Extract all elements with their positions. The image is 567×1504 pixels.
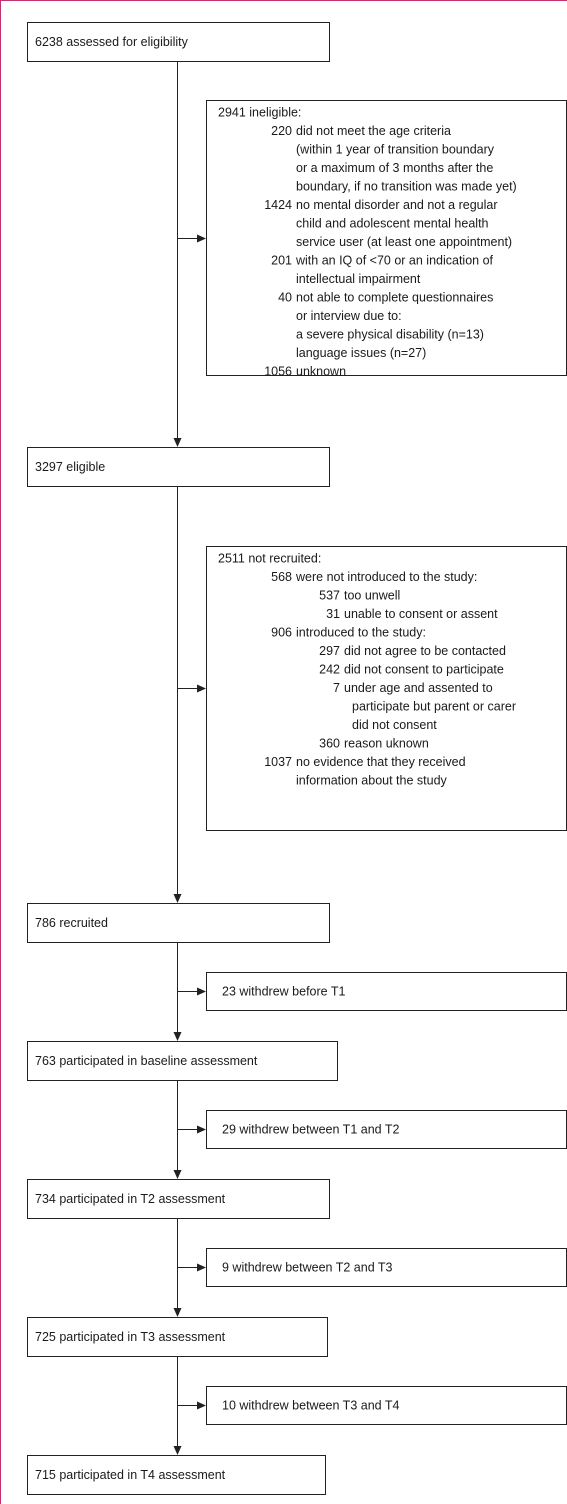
step-label: 715 participated in T4 assessment <box>35 1468 226 1482</box>
arrow-head <box>197 1401 206 1410</box>
item-text: intellectual impairment <box>296 272 421 286</box>
step-box <box>27 22 330 62</box>
item-text: or a maximum of 3 months after the <box>296 161 493 175</box>
item-number: 537 <box>319 588 340 602</box>
exclusion-box <box>206 972 567 1011</box>
item-text: boundary, if no transition was made yet) <box>296 179 517 193</box>
exclusion-label: 10 withdrew between T3 and T4 <box>222 1398 399 1412</box>
item-text: no evidence that they received <box>296 755 466 769</box>
step-label: 6238 assessed for eligibility <box>35 35 189 49</box>
exclusion-box <box>206 1110 567 1149</box>
item-text: did not agree to be contacted <box>344 644 506 658</box>
item-text: reason uknown <box>344 736 429 750</box>
item-text: a severe physical disability (n=13) <box>296 327 484 341</box>
item-text: with an IQ of <70 or an indication of <box>295 253 494 267</box>
exclusion-label: 9 withdrew between T2 and T3 <box>222 1260 393 1274</box>
item-text: too unwell <box>344 588 400 602</box>
item-text: (within 1 year of transition boundary <box>296 142 495 156</box>
item-number: 906 <box>271 625 292 639</box>
arrow-head <box>197 987 206 996</box>
item-number: 40 <box>278 290 292 304</box>
step-label: 734 participated in T2 assessment <box>35 1192 226 1206</box>
exclusion-box <box>206 1248 567 1287</box>
item-text: service user (at least one appointment) <box>296 235 512 249</box>
step-label: 786 recruited <box>35 916 108 930</box>
step-box <box>27 1317 328 1357</box>
step-box <box>27 903 330 943</box>
item-text: participate but parent or carer <box>352 699 516 713</box>
exclusion-heading: 2511 not recruited: <box>218 551 321 565</box>
item-text: did not meet the age criteria <box>296 124 451 138</box>
exclusion-label: 23 withdrew before T1 <box>222 984 345 998</box>
item-number: 1037 <box>264 755 292 769</box>
arrow-head <box>173 1446 182 1455</box>
item-text: were not introduced to the study: <box>295 570 477 584</box>
step-box <box>27 1041 338 1081</box>
item-number: 31 <box>326 607 340 621</box>
step-box <box>27 1179 330 1219</box>
item-text: no mental disorder and not a regular <box>296 198 498 212</box>
item-number: 297 <box>319 644 340 658</box>
item-text: information about the study <box>296 773 448 787</box>
arrow-head <box>173 1170 182 1179</box>
step-label: 725 participated in T3 assessment <box>35 1330 226 1344</box>
item-text: not able to complete questionnaires <box>296 290 493 304</box>
step-label: 3297 eligible <box>35 460 105 474</box>
step-box <box>27 1455 326 1495</box>
arrow-head <box>197 1125 206 1134</box>
item-text: introduced to the study: <box>296 625 426 639</box>
step-label: 763 participated in baseline assessment <box>35 1054 258 1068</box>
item-text: did not consent <box>352 718 437 732</box>
item-number: 201 <box>271 253 292 267</box>
item-number: 360 <box>319 736 340 750</box>
arrow-head <box>173 894 182 903</box>
exclusion-box <box>206 100 567 376</box>
arrow-head <box>197 1263 206 1272</box>
item-number: 242 <box>319 662 340 676</box>
item-text: unable to consent or assent <box>344 607 498 621</box>
arrow-head <box>173 438 182 447</box>
item-number: 568 <box>271 570 292 584</box>
item-number: 7 <box>333 681 340 695</box>
exclusion-box <box>206 546 567 831</box>
exclusion-heading: 2941 ineligible: <box>218 105 301 119</box>
step-box <box>27 447 330 487</box>
arrow-head <box>197 234 206 243</box>
exclusion-label: 29 withdrew between T1 and T2 <box>222 1122 399 1136</box>
item-number: 220 <box>271 124 292 138</box>
arrow-head <box>173 1308 182 1317</box>
item-text: child and adolescent mental health <box>296 216 489 230</box>
item-text: unknown <box>296 364 346 378</box>
item-text: or interview due to: <box>296 309 402 323</box>
arrow-head <box>197 684 206 693</box>
item-text: did not consent to participate <box>344 662 504 676</box>
item-text: under age and assented to <box>344 681 493 695</box>
item-number: 1424 <box>264 198 292 212</box>
exclusion-box <box>206 1386 567 1425</box>
item-text: language issues (n=27) <box>296 346 426 360</box>
arrow-head <box>173 1032 182 1041</box>
item-number: 1056 <box>264 364 292 378</box>
